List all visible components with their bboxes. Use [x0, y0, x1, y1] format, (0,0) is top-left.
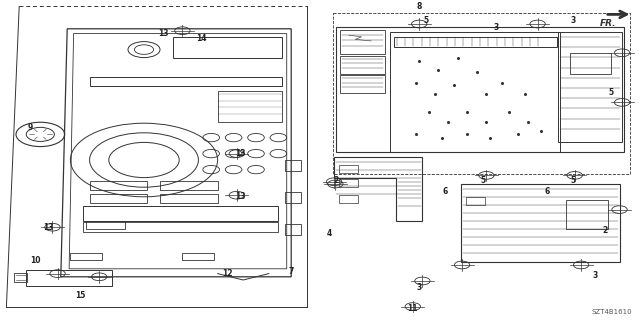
Bar: [339, 165, 358, 173]
Text: 5: 5: [481, 176, 486, 185]
Text: 3: 3: [493, 23, 499, 32]
Text: 15: 15: [75, 292, 85, 300]
Text: 11: 11: [408, 304, 418, 313]
Bar: [339, 179, 358, 187]
Bar: [285, 192, 301, 203]
Text: 13: 13: [43, 223, 53, 232]
Text: 5: 5: [570, 176, 575, 185]
Text: 2: 2: [333, 176, 339, 185]
Text: 10: 10: [30, 256, 40, 265]
Bar: [339, 195, 358, 203]
Bar: [394, 37, 557, 47]
Bar: [70, 253, 102, 260]
Text: FR.: FR.: [600, 19, 616, 28]
Bar: [83, 222, 278, 232]
Text: 6: 6: [545, 188, 550, 196]
Text: 5: 5: [423, 16, 428, 25]
Text: 3: 3: [570, 16, 575, 25]
Text: 9: 9: [28, 124, 33, 132]
Bar: [285, 224, 301, 235]
Text: 3: 3: [417, 284, 422, 292]
Bar: [340, 75, 385, 93]
Text: 13: 13: [235, 149, 245, 158]
Bar: [173, 37, 282, 58]
Text: 4: 4: [327, 229, 332, 238]
Bar: [14, 273, 27, 282]
Text: SZT4B1610: SZT4B1610: [592, 309, 632, 315]
Bar: [90, 181, 147, 190]
Bar: [90, 194, 147, 203]
Text: 14: 14: [196, 34, 207, 43]
Text: 13: 13: [158, 29, 168, 38]
Bar: [86, 221, 125, 229]
Bar: [285, 160, 301, 171]
Bar: [570, 53, 611, 74]
Bar: [466, 197, 485, 205]
Bar: [566, 200, 608, 229]
Text: 6: 6: [442, 188, 447, 196]
Text: 8: 8: [417, 2, 422, 11]
Bar: [160, 194, 218, 203]
Bar: [83, 206, 278, 221]
Text: 13: 13: [235, 192, 245, 201]
Text: 7: 7: [289, 268, 294, 276]
Text: 5: 5: [609, 88, 614, 97]
Bar: [218, 91, 282, 122]
Text: 12: 12: [222, 269, 232, 278]
Bar: [182, 253, 214, 260]
Text: 3: 3: [593, 271, 598, 280]
Bar: [90, 77, 282, 86]
Text: 2: 2: [602, 226, 607, 235]
Bar: [340, 56, 385, 74]
Bar: [160, 181, 218, 190]
Bar: [340, 30, 385, 54]
